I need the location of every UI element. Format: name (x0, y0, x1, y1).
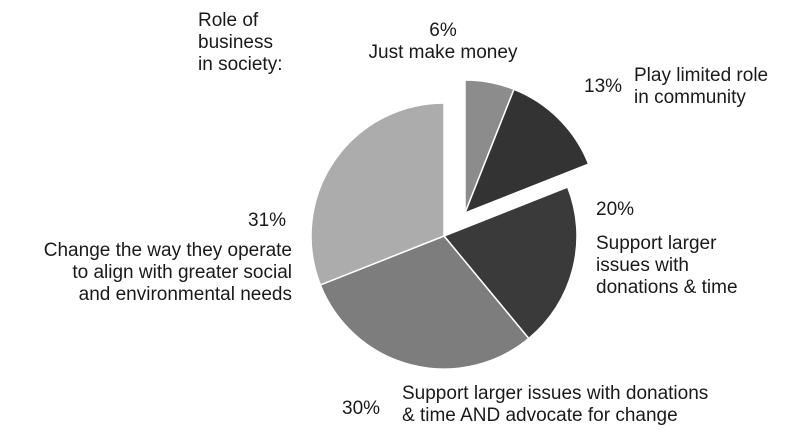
slice-label-just-make-money: 6% Just make money (358, 20, 528, 64)
slice-pct-label: 31% (248, 210, 287, 231)
slice-category-label: issues with (596, 255, 689, 276)
slice-pct-label: 13% (584, 76, 623, 97)
slice-category-label: and environmental needs (78, 284, 292, 305)
slice-limited-role (463, 88, 590, 215)
slice-category-label: & time AND advocate for change (402, 405, 678, 426)
slice-label-limited-role: Play limited role in community (634, 65, 768, 109)
slice-category-label: Change the way they operate (43, 240, 292, 261)
slice-pct-label: 30% (342, 398, 381, 419)
chart-title: Role of business in society: (198, 10, 282, 76)
slice-label-donations-time: Support larger issues with donations & t… (596, 233, 738, 299)
slice-donations-time (442, 186, 578, 340)
chart-title-line: Role of (198, 10, 259, 31)
slice-category-label: Play limited role (634, 65, 769, 86)
slice-pct-label: 6% (429, 20, 457, 41)
slice-label-advocate-change: Support larger issues with donations & t… (402, 383, 708, 427)
slice-category-label: to align with greater social (72, 262, 292, 283)
chart-title-line: in society: (198, 54, 283, 75)
slice-category-label: Support larger issues with donations (402, 383, 709, 404)
slice-category-label: donations & time (596, 277, 738, 298)
slice-label-change-operations: Change the way they operate to align wit… (4, 240, 292, 306)
slice-advocate-change (319, 235, 530, 370)
slice-category-label: Support larger (596, 233, 717, 254)
slice-category-label: Just make money (368, 42, 518, 63)
slice-category-label: in community (634, 87, 746, 108)
slice-pct-label: 20% (596, 199, 635, 220)
slice-change-operations (310, 102, 445, 286)
chart-title-line: business (198, 32, 273, 53)
